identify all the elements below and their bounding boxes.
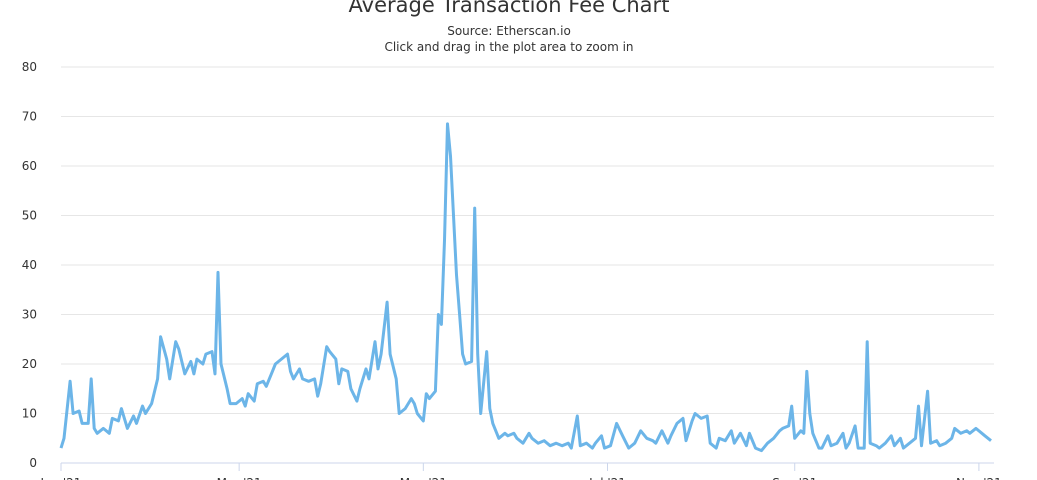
- y-tick-label: 80: [22, 60, 37, 74]
- x-tick-label: Mar '21: [217, 476, 262, 480]
- y-tick-label: 60: [22, 159, 37, 173]
- chart-subtitle: Source: Etherscan.io: [447, 24, 571, 38]
- x-tick-label: May '21: [400, 476, 447, 480]
- zoom-hint: Click and drag in the plot area to zoom …: [384, 40, 633, 54]
- x-tick-label: Jul '21: [588, 476, 626, 480]
- y-tick-label: 50: [22, 209, 37, 223]
- y-tick-label: 30: [22, 308, 37, 322]
- y-tick-label: 10: [22, 407, 37, 421]
- y-tick-label: 20: [22, 357, 37, 371]
- x-tick-label: Jan '21: [40, 476, 82, 480]
- x-tick-label: Nov '21: [956, 476, 1002, 480]
- series-line: [59, 122, 992, 453]
- y-tick-label: 40: [22, 258, 37, 272]
- x-tick-label: Sep '21: [772, 476, 817, 480]
- y-tick-label: 70: [22, 110, 37, 124]
- y-tick-label: 0: [29, 456, 37, 470]
- chart-title: Average Transaction Fee Chart: [349, 0, 670, 17]
